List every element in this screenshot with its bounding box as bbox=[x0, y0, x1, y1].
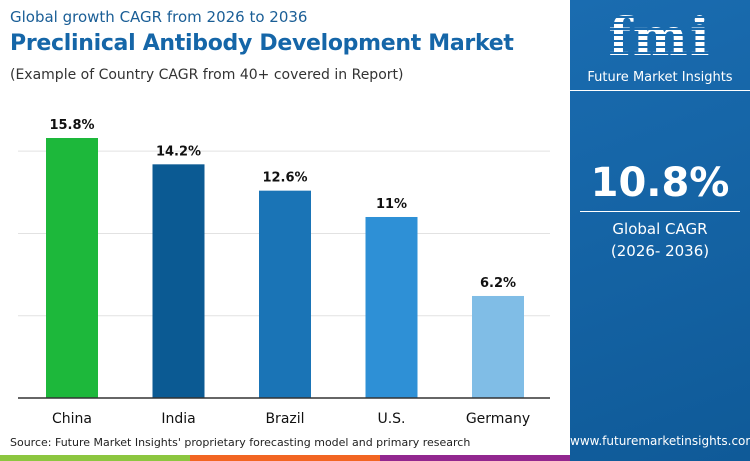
side-panel: fmi Future Market Insights 10.8% Global … bbox=[570, 0, 750, 461]
bar-china bbox=[46, 138, 98, 398]
x-tick-label: Germany bbox=[466, 411, 530, 427]
x-tick-label: U.S. bbox=[377, 411, 405, 427]
x-tick-label: China bbox=[52, 411, 92, 427]
chart-subtitle: Global growth CAGR from 2026 to 2036 bbox=[10, 8, 308, 26]
bar-brazil bbox=[259, 190, 311, 398]
chart-title: Preclinical Antibody Development Market bbox=[10, 31, 514, 56]
data-label: 6.2% bbox=[480, 276, 516, 291]
global-cagr-value: 10.8% bbox=[590, 160, 730, 206]
stripe-orange bbox=[190, 455, 380, 461]
website-link[interactable]: www.futuremarketinsights.com bbox=[570, 434, 750, 448]
bar-india bbox=[152, 164, 205, 398]
fmi-logo: fmi Future Market Insights bbox=[570, 12, 750, 86]
data-label: 14.2% bbox=[156, 144, 201, 159]
logo-mark: fmi bbox=[570, 12, 750, 64]
divider bbox=[580, 211, 740, 212]
x-tick-label: Brazil bbox=[265, 411, 304, 427]
divider bbox=[570, 90, 750, 91]
bar-us bbox=[365, 216, 418, 398]
source-note: Source: Future Market Insights' propriet… bbox=[10, 436, 471, 449]
x-tick-label: India bbox=[161, 411, 195, 427]
chart-note: (Example of Country CAGR from 40+ covere… bbox=[10, 67, 404, 83]
data-label: 11% bbox=[376, 197, 407, 212]
brand-name: Future Market Insights bbox=[587, 70, 733, 85]
stripe-green bbox=[0, 455, 190, 461]
global-cagr-label: Global CAGR bbox=[612, 220, 708, 238]
bar-chart: 15.8% China 14.2% India 12.6% Brazil 11% U.S. 6.… bbox=[18, 118, 550, 427]
data-label: 12.6% bbox=[262, 171, 307, 186]
global-cagr-period: (2026- 2036) bbox=[610, 242, 710, 260]
stripe-purple bbox=[380, 455, 570, 461]
bar-germany bbox=[472, 295, 524, 398]
data-label: 15.8% bbox=[49, 118, 94, 133]
